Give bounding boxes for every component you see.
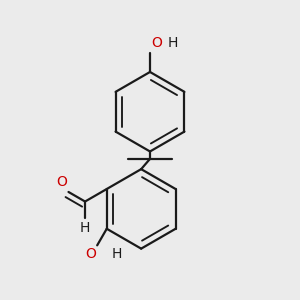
Text: H: H — [80, 221, 90, 235]
Text: H: H — [112, 247, 122, 261]
Text: O: O — [56, 175, 67, 189]
Text: H: H — [168, 37, 178, 50]
Text: O: O — [85, 247, 96, 261]
Text: O: O — [152, 37, 162, 50]
